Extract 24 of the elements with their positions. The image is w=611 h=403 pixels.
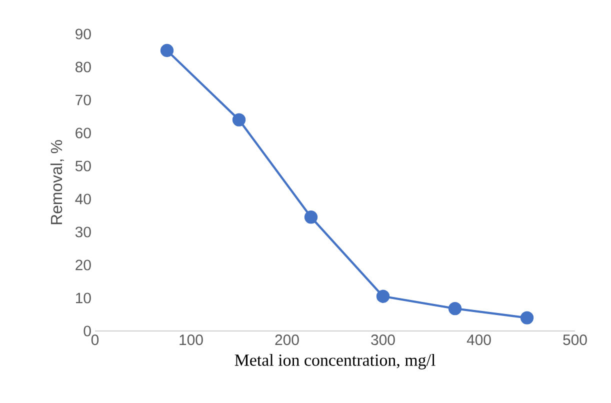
x-tick-label: 100 — [180, 334, 203, 346]
point — [448, 302, 462, 316]
x-tick-label: 500 — [563, 334, 587, 346]
y-tick-label: 40 — [75, 194, 91, 204]
x-axis-title: Metal ion concentration, mg/l — [234, 354, 436, 370]
y-tick-label: 10 — [76, 292, 91, 304]
y-tick-label: 20 — [76, 260, 91, 270]
point — [520, 311, 534, 324]
y-tick-label: 70 — [76, 94, 91, 106]
y-tick-label: 80 — [76, 62, 91, 72]
x-tick-label: 0 — [91, 334, 99, 346]
y-tick-label: 0 — [84, 326, 91, 336]
x-tick-label: 300 — [371, 334, 395, 346]
y-tick-label: 90 — [76, 28, 91, 40]
y-tick-label: 50 — [75, 160, 91, 172]
point — [304, 210, 318, 224]
y-tick-label: 30 — [75, 226, 91, 238]
point — [232, 113, 246, 126]
point — [160, 44, 174, 58]
y-axis-title: Removal, % — [50, 140, 64, 224]
point — [376, 290, 390, 303]
x-tick-label: 200 — [275, 334, 299, 346]
y-tick-label: 60 — [76, 128, 91, 138]
x-tick-label: 400 — [466, 334, 491, 346]
